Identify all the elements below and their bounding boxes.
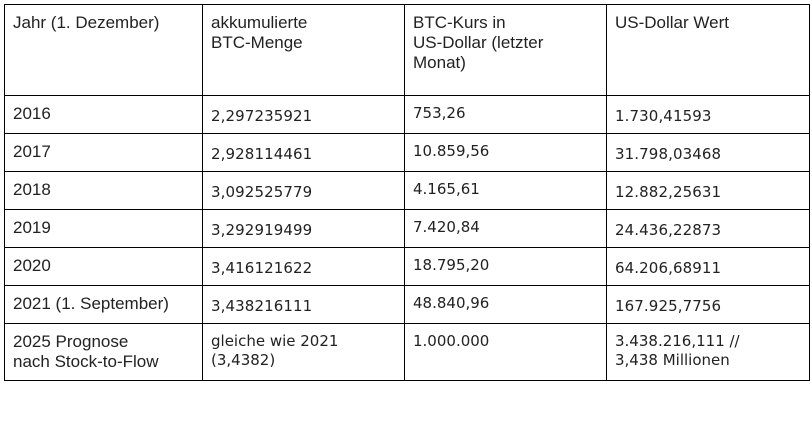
cell-price: 10.859,56: [404, 133, 607, 172]
forecast-usd-line1: 3.438.216,111 //: [615, 332, 740, 350]
table-row: 2017 2,928114461 10.859,56 31.798,03468: [4, 133, 810, 172]
table-header-row: Jahr (1. Dezember) akkumulierte BTC-Meng…: [4, 4, 810, 96]
table-row-forecast: 2025 Prognose nach Stock-to-Flow gleiche…: [4, 323, 810, 381]
header-year: Jahr (1. Dezember): [4, 4, 203, 96]
header-price: BTC-Kurs in US-Dollar (letzter Monat): [404, 4, 607, 96]
cell-year: 2017: [4, 133, 203, 172]
cell-amount: 3,292919499: [202, 209, 405, 248]
header-amount: akkumulierte BTC-Menge: [202, 4, 405, 96]
table-row: 2018 3,092525779 4.165,61 12.882,25631: [4, 171, 810, 210]
header-usd-label: US-Dollar Wert: [615, 13, 729, 32]
table-row: 2019 3,292919499 7.420,84 24.436,22873: [4, 209, 810, 248]
table-row: 2021 (1. September) 3,438216111 48.840,9…: [4, 285, 810, 324]
table-row: 2020 3,416121622 18.795,20 64.206,68911: [4, 247, 810, 286]
forecast-usd-line2: 3,438 Millionen: [615, 351, 730, 369]
header-price-line1: BTC-Kurs in: [413, 13, 506, 32]
cell-year-forecast: 2025 Prognose nach Stock-to-Flow: [4, 323, 203, 381]
cell-year: 2018: [4, 171, 203, 210]
cell-usd: 1.730,41593: [606, 95, 810, 134]
cell-usd: 167.925,7756: [606, 285, 810, 324]
btc-table: Jahr (1. Dezember) akkumulierte BTC-Meng…: [4, 4, 810, 381]
cell-usd-forecast: 3.438.216,111 // 3,438 Millionen: [606, 323, 810, 381]
cell-amount: 3,438216111: [202, 285, 405, 324]
cell-usd: 31.798,03468: [606, 133, 810, 172]
header-amount-line1: akkumulierte: [211, 13, 308, 32]
cell-year: 2016: [4, 95, 203, 134]
cell-price: 753,26: [404, 95, 607, 134]
btc-table-container: Jahr (1. Dezember) akkumulierte BTC-Meng…: [4, 4, 810, 381]
cell-price-forecast: 1.000.000: [404, 323, 607, 381]
cell-year: 2020: [4, 247, 203, 286]
header-price-line3: Monat): [413, 53, 466, 72]
header-price-line2: US-Dollar (letzter: [413, 33, 544, 52]
table-row: 2016 2,297235921 753,26 1.730,41593: [4, 95, 810, 134]
cell-usd: 12.882,25631: [606, 171, 810, 210]
forecast-amount-line1: gleiche wie 2021: [211, 332, 339, 350]
cell-year: 2019: [4, 209, 203, 248]
header-amount-line2: BTC-Menge: [211, 33, 303, 52]
forecast-amount-line2: (3,4382): [211, 351, 276, 369]
header-year-label: Jahr (1. Dezember): [13, 13, 160, 32]
cell-amount: 2,928114461: [202, 133, 405, 172]
forecast-year-line1: 2025 Prognose: [13, 332, 129, 351]
cell-price: 48.840,96: [404, 285, 607, 324]
cell-amount: 3,416121622: [202, 247, 405, 286]
cell-amount: 3,092525779: [202, 171, 405, 210]
cell-price: 7.420,84: [404, 209, 607, 248]
cell-amount-forecast: gleiche wie 2021 (3,4382): [202, 323, 405, 381]
forecast-year-line2: nach Stock-to-Flow: [13, 352, 159, 371]
cell-year: 2021 (1. September): [4, 285, 203, 324]
cell-price: 18.795,20: [404, 247, 607, 286]
cell-amount: 2,297235921: [202, 95, 405, 134]
cell-usd: 64.206,68911: [606, 247, 810, 286]
cell-price: 4.165,61: [404, 171, 607, 210]
header-usd: US-Dollar Wert: [606, 4, 810, 96]
cell-usd: 24.436,22873: [606, 209, 810, 248]
